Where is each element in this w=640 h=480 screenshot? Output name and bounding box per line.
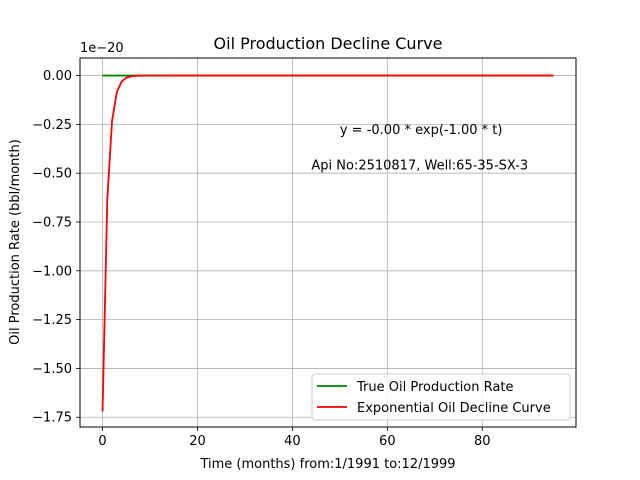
legend: True Oil Production Rate Exponential Oil… xyxy=(311,373,571,421)
x-tick-label: 0 xyxy=(98,434,106,449)
well-annotation: Api No:2510817, Well:65-35-SX-3 xyxy=(311,158,528,173)
x-tick-label: 60 xyxy=(379,434,396,449)
y-tick-label: −1.25 xyxy=(32,313,72,328)
series-layer xyxy=(101,74,554,412)
y-tick-label: −1.50 xyxy=(32,362,72,377)
x-tick-label: 80 xyxy=(474,434,491,449)
y-tick-label: −0.25 xyxy=(32,118,72,133)
y-tick-label: 0.00 xyxy=(43,69,72,84)
y-tick-label: −1.00 xyxy=(32,264,72,279)
exponential-curve-line xyxy=(101,74,554,412)
legend-label-true-rate: True Oil Production Rate xyxy=(356,380,513,395)
y-tick-label: −0.75 xyxy=(32,216,72,231)
x-axis: 0 20 40 60 80 xyxy=(98,427,491,449)
x-tick-label: 20 xyxy=(189,434,206,449)
y-tick-label: −0.50 xyxy=(32,167,72,182)
chart-title: Oil Production Decline Curve xyxy=(214,34,443,53)
x-axis-label: Time (months) from:1/1991 to:12/1999 xyxy=(199,457,455,472)
plot-frame xyxy=(79,57,577,428)
plot-area xyxy=(80,58,576,427)
equation-annotation: y = -0.00 * exp(-1.00 * t) xyxy=(340,123,503,138)
legend-label-exponential-curve: Exponential Oil Decline Curve xyxy=(357,401,551,416)
x-tick-label: 40 xyxy=(284,434,301,449)
legend-box xyxy=(311,373,571,421)
y-offset-text: 1e−20 xyxy=(80,41,124,56)
y-tick-label: −1.75 xyxy=(32,411,72,426)
y-axis-label: Oil Production Rate (bbl/month) xyxy=(8,139,23,345)
grid xyxy=(80,58,576,427)
y-axis: 0.00 −0.25 −0.50 −0.75 −1.00 −1.25 −1.50 −1.75 xyxy=(32,69,80,426)
